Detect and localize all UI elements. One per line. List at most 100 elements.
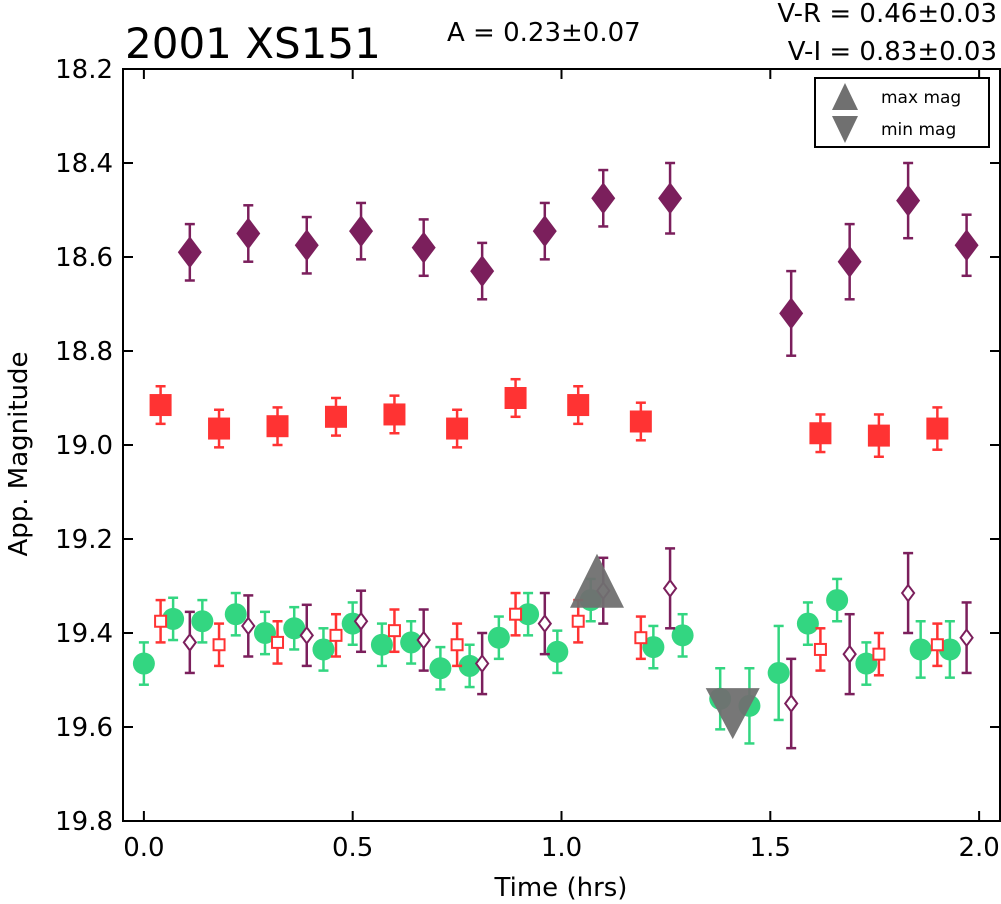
open-diamond-point (182, 632, 198, 653)
open-square-point (329, 628, 343, 642)
legend-min-mag-marker (832, 116, 858, 143)
diamond-point (779, 297, 804, 330)
circle-point (671, 624, 694, 647)
v-r-annotation: V-R = 0.46±0.03 (777, 0, 997, 29)
x-tick-label: 1.5 (750, 833, 791, 863)
series-triangle-up (569, 553, 624, 608)
open-square-point (634, 631, 648, 645)
y-tick-label: 18.8 (55, 337, 113, 367)
max-mag-marker (569, 553, 624, 608)
data-marks (132, 161, 979, 750)
square-point (383, 403, 406, 426)
circle-point (517, 603, 540, 626)
square-point (324, 405, 347, 428)
diamond-point (411, 231, 436, 264)
min-mag-marker (705, 688, 760, 740)
series-circle-filled (132, 577, 961, 745)
circle-point (429, 657, 452, 680)
open-diamond-point (959, 628, 974, 648)
circle-point (855, 652, 878, 675)
circle-point (283, 617, 306, 640)
circle-point (370, 633, 393, 656)
diamond-point (532, 215, 557, 248)
square-point (629, 410, 652, 433)
circle-point (826, 589, 849, 612)
circle-point (224, 603, 247, 626)
circle-point (253, 622, 276, 644)
open-diamond-point (842, 644, 857, 664)
y-axis-label: App. Magnitude (4, 351, 34, 556)
diamond-point (236, 217, 261, 250)
diamond-point (177, 236, 202, 269)
diamond-point (470, 255, 495, 288)
y-tick-label: 19.6 (55, 713, 113, 743)
circle-point (162, 607, 185, 630)
square-point (504, 387, 527, 409)
square-point (208, 417, 231, 440)
legend-max-mag-label: max mag (881, 88, 961, 108)
open-square-point (930, 638, 944, 652)
legend-max-mag-marker (832, 83, 858, 110)
x-tick-label: 2.0 (958, 833, 999, 863)
open-square-point (813, 642, 827, 656)
series-triangle-down (705, 688, 760, 740)
circle-point (909, 638, 932, 661)
open-diamond-point (299, 625, 315, 646)
v-i-annotation: V-I = 0.83±0.03 (788, 37, 997, 67)
diamond-point (349, 215, 374, 248)
open-diamond-point (783, 693, 799, 714)
open-diamond-point (241, 616, 256, 636)
y-tick-label: 18.6 (55, 243, 113, 273)
circle-point (796, 612, 819, 635)
square-point (867, 424, 890, 447)
diamond-point (294, 229, 319, 262)
diamond-point (658, 182, 683, 215)
open-square-point (571, 614, 585, 628)
x-tick-label: 1.0 (541, 833, 582, 863)
diamond-point (896, 184, 921, 217)
legend-min-mag-label: min mag (881, 120, 956, 140)
x-tick-label: 0.0 (123, 833, 164, 863)
square-point (809, 422, 832, 445)
open-square-point (450, 638, 464, 652)
diamond-point (954, 229, 979, 262)
amplitude-annotation: A = 0.23±0.07 (447, 18, 641, 48)
open-square-point (387, 624, 401, 638)
y-tick-label: 19.4 (55, 619, 113, 649)
open-diamond-point (416, 630, 431, 650)
y-tick-label: 18.4 (55, 149, 113, 179)
series-square-open (154, 591, 944, 677)
open-square-point (509, 607, 523, 621)
circle-point (458, 654, 481, 677)
y-tick-label: 18.2 (55, 55, 113, 85)
circle-point (767, 661, 790, 684)
circle-point (642, 636, 665, 659)
axis-ticks: 0.0 0.5 1.0 1.5 2.0 18.2 18.4 18.6 18.8 19.0 19.2 1… (55, 55, 1000, 863)
y-tick-label: 19.2 (55, 525, 113, 555)
square-point (567, 394, 590, 417)
y-tick-label: 19.0 (55, 431, 113, 461)
square-point (149, 394, 172, 417)
circle-point (191, 610, 214, 633)
circle-point (938, 638, 961, 661)
series-diamond-open (182, 547, 974, 750)
series-diamond-filled (177, 161, 979, 357)
circle-point (487, 626, 510, 649)
open-diamond-point (537, 613, 553, 634)
series-square-filled (149, 377, 949, 458)
circle-point (312, 638, 335, 661)
open-diamond-point (474, 653, 490, 674)
circle-point (546, 640, 569, 663)
open-square-point (271, 635, 285, 649)
open-square-point (872, 647, 886, 661)
circle-point (132, 652, 155, 675)
diamond-point (837, 245, 862, 278)
open-square-point (212, 638, 226, 652)
open-diamond-point (662, 578, 678, 599)
open-diamond-point (900, 583, 916, 603)
square-point (446, 417, 469, 440)
open-square-point (154, 614, 168, 628)
diamond-point (591, 182, 616, 215)
open-diamond-point (353, 611, 369, 631)
